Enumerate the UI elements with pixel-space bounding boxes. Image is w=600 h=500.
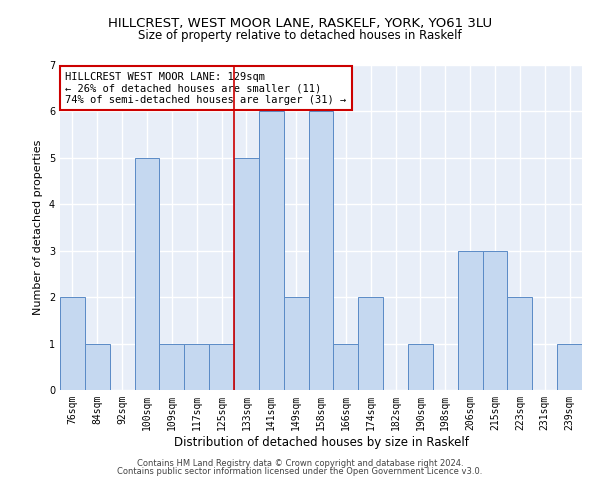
Bar	[85, 344, 110, 390]
Bar	[184, 344, 209, 390]
X-axis label: Distribution of detached houses by size in Raskelf: Distribution of detached houses by size …	[173, 436, 469, 448]
Bar	[482, 250, 508, 390]
Bar	[557, 344, 582, 390]
Bar	[334, 344, 358, 390]
Y-axis label: Number of detached properties: Number of detached properties	[34, 140, 43, 315]
Bar	[358, 297, 383, 390]
Bar	[259, 112, 284, 390]
Bar	[60, 297, 85, 390]
Bar	[308, 112, 334, 390]
Bar	[408, 344, 433, 390]
Bar	[508, 297, 532, 390]
Text: HILLCREST WEST MOOR LANE: 129sqm
← 26% of detached houses are smaller (11)
74% o: HILLCREST WEST MOOR LANE: 129sqm ← 26% o…	[65, 72, 346, 104]
Text: Contains HM Land Registry data © Crown copyright and database right 2024.: Contains HM Land Registry data © Crown c…	[137, 458, 463, 468]
Text: Size of property relative to detached houses in Raskelf: Size of property relative to detached ho…	[138, 28, 462, 42]
Bar	[284, 297, 308, 390]
Text: Contains public sector information licensed under the Open Government Licence v3: Contains public sector information licen…	[118, 467, 482, 476]
Bar	[134, 158, 160, 390]
Text: HILLCREST, WEST MOOR LANE, RASKELF, YORK, YO61 3LU: HILLCREST, WEST MOOR LANE, RASKELF, YORK…	[108, 18, 492, 30]
Bar	[160, 344, 184, 390]
Bar	[458, 250, 482, 390]
Bar	[209, 344, 234, 390]
Bar	[234, 158, 259, 390]
